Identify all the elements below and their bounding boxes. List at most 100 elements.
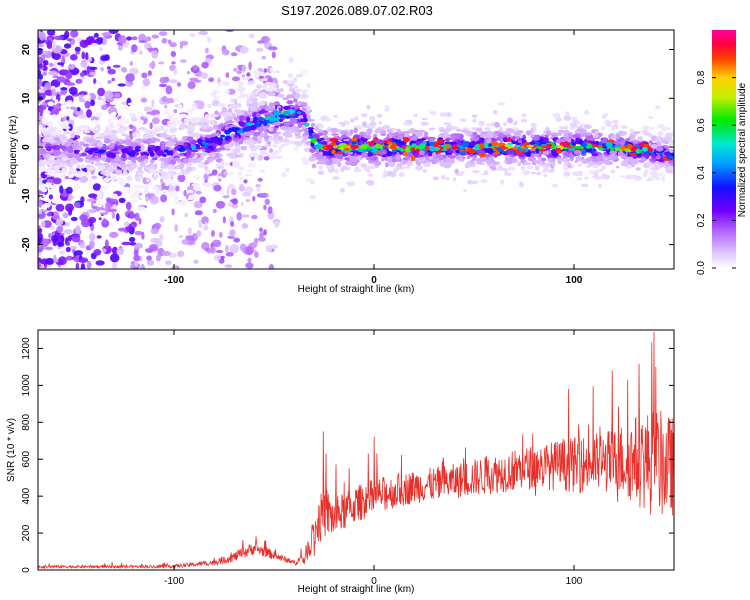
heatmap-cell [329, 137, 339, 142]
heatmap-cell [556, 138, 562, 143]
heatmap-cell [97, 162, 103, 166]
heatmap-cell [382, 145, 387, 149]
heatmap-cell [193, 200, 203, 209]
heatmap-cell [50, 155, 54, 161]
heatmap-cell [140, 97, 148, 103]
heatmap-cell [38, 230, 42, 235]
heatmap-cell [118, 35, 127, 44]
heatmap-cell [55, 218, 64, 226]
heatmap-cell [474, 144, 481, 148]
heatmap-cell [670, 152, 674, 157]
heatmap-cell [504, 144, 511, 148]
heatmap-cell [475, 149, 485, 154]
heatmap-cell [223, 116, 228, 122]
heatmap-cell [118, 45, 123, 51]
heatmap-cell [59, 250, 66, 256]
heatmap-cell [241, 76, 250, 81]
heatmap-cell [568, 155, 573, 158]
heatmap-cell [151, 99, 155, 108]
heatmap-cell [170, 182, 177, 186]
heatmap-cell [518, 181, 524, 188]
heatmap-cell [146, 260, 155, 266]
heatmap-cell [160, 194, 168, 203]
heatmap-cell [191, 144, 197, 150]
heatmap-cell [212, 95, 221, 100]
heatmap-cell [360, 144, 368, 149]
heatmap-cell [225, 120, 234, 124]
heatmap-cell [143, 106, 153, 112]
heatmap-cell [151, 117, 160, 125]
heatmap-cell [46, 176, 54, 180]
heatmap-cell [290, 118, 295, 123]
heatmap-cell [116, 213, 120, 222]
heatmap-cell [124, 139, 132, 145]
heatmap-cell [100, 186, 107, 191]
heatmap-cell [294, 135, 303, 139]
heatmap-cell [539, 141, 547, 145]
heatmap-cell [218, 103, 227, 108]
heatmap-cell [456, 128, 462, 132]
heatmap-cell [350, 144, 359, 150]
heatmap-cell [283, 110, 291, 115]
heatmap-cell [109, 231, 119, 238]
heatmap-cell [296, 129, 304, 133]
heatmap-cell [320, 141, 328, 145]
heatmap-cell [611, 134, 617, 140]
heatmap-cell [422, 169, 428, 173]
heatmap-cell [351, 137, 358, 142]
heatmap-cell [655, 155, 661, 160]
heatmap-cell [236, 111, 245, 116]
snr-line [38, 331, 674, 570]
heatmap-cell [114, 169, 123, 174]
heatmap-cell [645, 161, 652, 168]
heatmap-cell [252, 89, 257, 95]
heatmap-cell [360, 163, 368, 168]
heatmap-cell [100, 170, 106, 175]
heatmap-cell [306, 108, 311, 112]
heatmap-cell [391, 142, 398, 148]
heatmap-cell [256, 185, 261, 193]
heatmap-cell [452, 177, 457, 182]
heatmap-cell [259, 71, 266, 77]
heatmap-cell [396, 147, 405, 151]
heatmap-cell [204, 134, 213, 138]
heatmap-cell [54, 169, 62, 174]
heatmap-cell [145, 196, 150, 202]
heatmap-cell [302, 135, 310, 140]
heatmap-cell [54, 130, 61, 136]
heatmap-cell [643, 169, 649, 175]
heatmap-cell [76, 164, 81, 169]
heatmap-cell [128, 236, 136, 243]
heatmap-cell [149, 158, 155, 164]
heatmap-cell [449, 141, 458, 146]
heatmap-cell [171, 208, 175, 216]
heatmap-cell [53, 61, 57, 70]
heatmap-cell [629, 174, 638, 179]
heatmap-cell [232, 160, 240, 166]
heatmap-cell [343, 147, 350, 151]
heatmap-cell [418, 143, 427, 149]
heatmap-cell [150, 165, 156, 170]
heatmap-cell [650, 152, 655, 159]
heatmap-cell [533, 153, 540, 157]
heatmap-cell [463, 189, 468, 192]
heatmap-cell [268, 86, 278, 92]
heatmap-cell [283, 139, 290, 143]
heatmap-cell [56, 145, 61, 150]
heatmap-cell [38, 111, 41, 117]
heatmap-cell [379, 130, 387, 135]
heatmap-cell [397, 162, 403, 167]
heatmap-cell [167, 141, 175, 147]
heatmap-cell [257, 236, 266, 242]
heatmap-cell [74, 150, 78, 154]
heatmap-cell [307, 129, 314, 134]
heatmap-cell [282, 131, 291, 137]
heatmap-cell [185, 108, 194, 114]
heatmap-cell [72, 142, 79, 148]
heatmap-cell [203, 173, 209, 181]
heatmap-cell [103, 177, 111, 183]
heatmap-cell [530, 122, 538, 128]
heatmap-cell [131, 36, 138, 41]
heatmap-cell [229, 153, 235, 158]
heatmap-cell [177, 174, 186, 183]
